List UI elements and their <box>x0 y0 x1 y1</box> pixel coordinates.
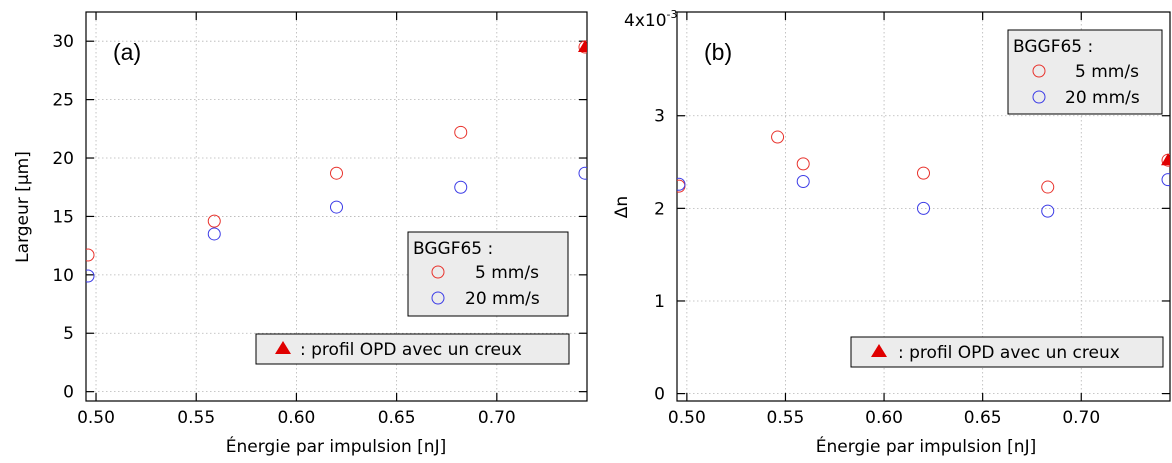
ticks-a: 0.50 0.55 0.60 0.65 0.70 0 5 10 15 20 25 30 <box>52 12 587 428</box>
legend-label-20mms-b: 20 mm/s <box>1065 88 1140 108</box>
annotation-text-b: : profil OPD avec un creux <box>898 343 1120 363</box>
triangle-marker <box>1161 153 1170 166</box>
y-tick-label: 5 <box>63 324 74 344</box>
x-axis-label-b: Énergie par impulsion [nJ] <box>816 435 1036 457</box>
x-tick-label: 0.70 <box>478 408 516 428</box>
chart-a: 0.50 0.55 0.60 0.65 0.70 0 5 10 15 20 25 30 (a) Éne… <box>13 11 588 457</box>
x-tick-label: 0.50 <box>668 408 706 428</box>
data-point-series-2 <box>1041 204 1055 218</box>
annotation-box-a <box>255 333 570 365</box>
y-tick-label: 20 <box>52 149 74 169</box>
x-tick-label: 0.70 <box>1062 408 1100 428</box>
exponent-base: 4x10 <box>624 11 667 31</box>
legend-b: BGGF65 : 5 mm/s 20 mm/s <box>1007 29 1163 115</box>
x-tick-label: 0.55 <box>767 408 805 428</box>
y-tick-label: 25 <box>52 91 74 111</box>
points-a <box>86 40 587 283</box>
legend-marker-5mms-a <box>431 265 445 279</box>
ticks-b: 0.50 0.55 0.60 0.65 0.70 0 1 2 3 <box>654 12 1170 428</box>
points-b <box>677 130 1170 218</box>
x-tick-label: 0.65 <box>378 408 416 428</box>
grid-b <box>677 12 1170 401</box>
data-point-series-2 <box>1161 173 1170 187</box>
annotation-triangle-icon-a <box>275 341 291 354</box>
x-axis-label-a: Énergie par impulsion [nJ] <box>226 435 446 457</box>
data-point-series-2 <box>796 174 810 188</box>
legend-a: BGGF65 : 5 mm/s 20 mm/s <box>407 231 569 317</box>
y-tick-label: 2 <box>654 199 665 219</box>
data-point-series-2 <box>454 180 468 194</box>
legend-label-20mms-a: 20 mm/s <box>465 289 540 309</box>
data-point-series-1 <box>207 214 221 228</box>
legend-marker-20mms-a <box>431 291 445 305</box>
y-tick-label: 30 <box>52 32 74 52</box>
x-tick-label: 0.60 <box>865 408 903 428</box>
legend-box-a <box>407 231 569 317</box>
data-point-series-2 <box>578 166 587 180</box>
y-tick-label: 0 <box>654 385 665 405</box>
data-point-series-1 <box>917 166 930 180</box>
legend-marker-5mms-b <box>1032 64 1046 78</box>
y-tick-label: 0 <box>63 383 74 403</box>
panel-label-a: (a) <box>113 39 141 65</box>
data-point-series-1 <box>454 125 468 139</box>
exponent-power: -3 <box>667 8 678 21</box>
y-tick-label: 1 <box>654 292 665 312</box>
annotation-triangle-icon-b <box>871 344 887 357</box>
x-tick-label: 0.50 <box>77 408 115 428</box>
plot-frame-b <box>676 11 1171 402</box>
data-point-series-2 <box>330 200 343 214</box>
x-tick-label: 0.65 <box>964 408 1002 428</box>
data-point-series-2 <box>917 201 930 215</box>
legend-title-b: BGGF65 : <box>1013 37 1093 57</box>
y-tick-label: 3 <box>654 107 665 127</box>
y-axis-label-b: Δn <box>612 196 632 218</box>
data-point-series-2 <box>207 227 221 241</box>
legend-label-5mms-b: 5 mm/s <box>1075 62 1139 82</box>
data-point-series-1 <box>330 166 343 180</box>
legend-label-5mms-a: 5 mm/s <box>475 263 539 283</box>
y-axis-label-a: Largeur [µm] <box>13 151 33 263</box>
x-tick-label: 0.60 <box>277 408 315 428</box>
legend-marker-20mms-b <box>1032 90 1046 104</box>
y-tick-label: 10 <box>52 266 74 286</box>
plot-frame-a <box>85 11 588 402</box>
data-point-series-1 <box>86 248 95 262</box>
exponent-label-b: 4x10-3 <box>624 8 677 31</box>
panel-label-b: (b) <box>704 39 732 65</box>
data-point-series-1 <box>1041 180 1055 194</box>
annotation-b: : profil OPD avec un creux <box>850 336 1164 368</box>
y-tick-label: 15 <box>52 207 74 227</box>
annotation-a: : profil OPD avec un creux <box>255 333 570 365</box>
x-tick-label: 0.55 <box>177 408 215 428</box>
data-point-series-2 <box>86 269 95 283</box>
triangle-marker <box>577 40 587 53</box>
legend-title-a: BGGF65 : <box>413 239 493 259</box>
annotation-text-a: : profil OPD avec un creux <box>300 340 522 360</box>
annotation-box-b <box>850 336 1164 368</box>
data-point-series-1 <box>771 130 785 144</box>
data-point-series-2 <box>677 177 686 191</box>
chart-b: 0.50 0.55 0.60 0.65 0.70 0 1 2 3 (b) 4x10-3 Éner… <box>612 8 1171 457</box>
data-point-series-1 <box>796 157 810 171</box>
